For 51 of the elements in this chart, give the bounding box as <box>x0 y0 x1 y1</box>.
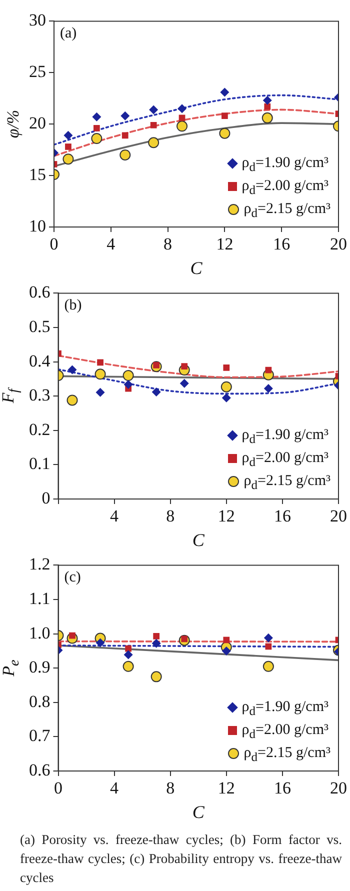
y-tick-label: 0.8 <box>29 692 50 711</box>
y-tick-label: 0.2 <box>29 420 50 439</box>
x-tick-label: 16 <box>274 778 291 798</box>
y-tick-label: 1.0 <box>29 623 50 642</box>
y-tick-label: 15 <box>29 165 46 184</box>
legend-label: ρ$_{d}$=2.15 g/cm³ <box>244 473 330 492</box>
y-tick-label: 1.1 <box>29 588 50 608</box>
legend-label: ρ$_{d}$=1.90 g/cm³ <box>242 155 328 174</box>
annotation: (c) <box>64 570 81 586</box>
y-tick-label: 25 <box>29 62 46 82</box>
annotation: (a) <box>60 26 77 42</box>
x-tick-label: 20 <box>330 234 347 254</box>
text: (a) Porosity vs. freeze-thaw cycles; (b) Form factor vs. freeze-thaw cycles; (c) Probability entropy vs. freeze-thaw cycles <box>19 831 343 887</box>
legend-label: ρ$_{d}$=2.15 g/cm³ <box>244 201 330 220</box>
y-tick-label: 0.1 <box>29 454 50 474</box>
legend-label: ρ$_{d}$=1.90 g/cm³ <box>242 699 328 718</box>
y-tick-label: 0.4 <box>29 351 51 370</box>
y-tick-label: 0.7 <box>29 726 51 746</box>
y-tick-label: 0.6 <box>29 282 50 302</box>
y-axis-title: φ/% <box>4 110 24 138</box>
x-tick-label: 12 <box>216 234 234 254</box>
legend-label: ρ$_{d}$=2.00 g/cm³ <box>242 722 328 741</box>
x-axis-title: C <box>192 802 206 822</box>
y-tick-label: 0.5 <box>29 316 50 336</box>
x-tick-label: 8 <box>164 234 172 254</box>
x-tick-label: 12 <box>218 506 235 526</box>
x-axis-title: C <box>192 530 206 550</box>
x-tick-label: 16 <box>273 234 290 254</box>
legend-label: ρ$_{d}$=2.15 g/cm³ <box>244 745 330 764</box>
y-tick-label: 30 <box>29 10 46 30</box>
x-tick-label: 12 <box>218 778 235 798</box>
x-axis-title: C <box>190 258 204 278</box>
y-tick-label: 0 <box>42 488 50 508</box>
x-tick-label: 20 <box>330 778 347 798</box>
x-tick-label: 4 <box>110 506 120 526</box>
legend-label: ρ$_{d}$=2.00 g/cm³ <box>242 178 328 197</box>
legend-label: ρ$_{d}$=1.90 g/cm³ <box>242 427 328 446</box>
y-tick-label: 0.6 <box>29 760 50 780</box>
annotation: (b) <box>64 298 82 314</box>
y-tick-label: 1.2 <box>29 554 50 574</box>
legend-label: ρ$_{d}$=2.00 g/cm³ <box>242 450 328 469</box>
y-tick-label: 0.3 <box>29 386 50 405</box>
x-tick-label: 4 <box>110 778 120 798</box>
y-tick-label: 0.9 <box>29 658 50 677</box>
y-tick-label: 20 <box>29 114 46 133</box>
x-tick-label: 4 <box>106 234 116 254</box>
y-tick-label: 10 <box>29 216 46 236</box>
x-tick-label: 16 <box>274 506 291 526</box>
x-tick-label: 20 <box>330 506 347 526</box>
x-tick-label: 8 <box>166 506 175 526</box>
x-tick-label: 8 <box>166 778 175 798</box>
